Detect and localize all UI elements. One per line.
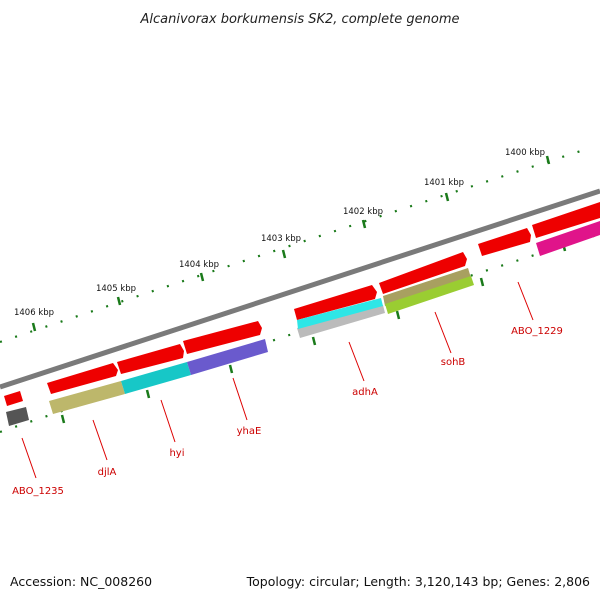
leader-line <box>434 311 452 354</box>
gene-label[interactable]: ABO_1235 <box>12 486 64 497</box>
gene-label[interactable]: yhaE <box>237 426 262 437</box>
major-tick <box>545 155 551 165</box>
leader-line <box>160 399 176 443</box>
leader-line <box>232 377 248 421</box>
inner-major-tick <box>395 310 401 320</box>
gene-arrow[interactable] <box>379 252 467 294</box>
leader-lines <box>21 281 534 479</box>
gene-bar[interactable] <box>297 298 383 329</box>
leader-line <box>348 341 365 382</box>
gene-label[interactable]: sohB <box>441 357 466 368</box>
gene-bar[interactable] <box>536 221 600 256</box>
major-tick <box>199 272 205 282</box>
genome-summary-text: Topology: circular; Length: 3,120,143 bp… <box>246 574 590 589</box>
gene-arrow[interactable] <box>47 363 118 394</box>
accession-text: Accession: NC_008260 <box>10 574 152 589</box>
gene-arrow[interactable] <box>532 202 600 238</box>
gene-arrow[interactable] <box>117 344 184 374</box>
kbp-label: 1406 kbp <box>14 308 54 318</box>
kbp-label: 1405 kbp <box>96 284 136 294</box>
kbp-label: 1401 kbp <box>424 178 464 188</box>
major-tick <box>31 322 37 332</box>
genome-title: Alcanivorax borkumensis SK2, complete ge… <box>139 12 459 27</box>
gene-bar[interactable] <box>121 362 191 394</box>
inner-major-tick <box>311 336 317 346</box>
inner-major-tick <box>145 389 151 399</box>
gene-bar[interactable] <box>187 339 268 375</box>
major-tick <box>444 192 450 202</box>
kbp-label: 1403 kbp <box>261 234 301 244</box>
inner-major-tick <box>479 277 485 287</box>
gene-label[interactable]: djlA <box>98 467 117 478</box>
major-tick <box>116 296 122 306</box>
gene-arrow[interactable] <box>478 228 531 256</box>
kbp-label: 1400 kbp <box>505 148 545 158</box>
gene-bar[interactable] <box>6 407 29 426</box>
kbp-scale: 1400 kbp 1401 kbp 1402 kbp 1403 kbp 1404… <box>14 148 551 332</box>
kbp-label: 1404 kbp <box>179 260 219 270</box>
gene-bar[interactable] <box>385 276 474 314</box>
inner-genes <box>6 221 600 426</box>
leader-line <box>21 437 37 479</box>
gene-labels: ABO_1229 sohB adhA yhaE hyi djlA ABO_123… <box>12 326 563 497</box>
gene-arrow[interactable] <box>294 285 377 320</box>
leader-line <box>92 419 108 461</box>
major-tick <box>281 249 287 259</box>
genome-backbone <box>0 188 600 390</box>
inner-major-tick <box>60 414 66 424</box>
gene-bar[interactable] <box>49 381 125 414</box>
gene-bar[interactable] <box>297 305 385 338</box>
forward-genes <box>4 202 600 406</box>
gene-label[interactable]: ABO_1229 <box>511 326 563 337</box>
kbp-label: 1402 kbp <box>343 207 383 217</box>
gene-arrow[interactable] <box>4 391 23 406</box>
gene-bar[interactable] <box>383 268 471 306</box>
gene-label[interactable]: hyi <box>169 448 184 459</box>
gene-label[interactable]: adhA <box>352 387 378 398</box>
major-tick <box>361 219 367 229</box>
leader-line <box>517 281 534 321</box>
inner-major-tick <box>228 364 234 374</box>
gene-arrow[interactable] <box>183 321 262 354</box>
